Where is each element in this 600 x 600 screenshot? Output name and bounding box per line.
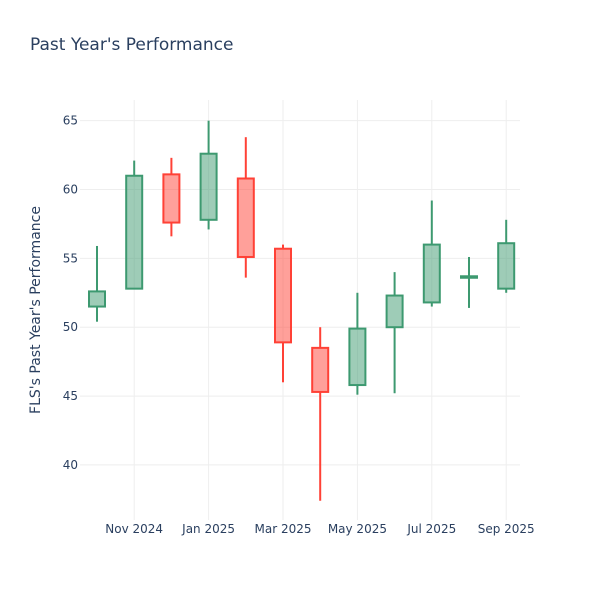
x-tick-label: May 2025 bbox=[328, 522, 387, 536]
y-axis-ticks: 40 45 50 55 60 65 bbox=[63, 114, 78, 472]
x-tick-label: Nov 2024 bbox=[105, 522, 163, 536]
candle bbox=[311, 327, 330, 501]
gridlines bbox=[80, 100, 520, 520]
y-axis-label: FLS's Past Year's Performance bbox=[28, 206, 44, 414]
x-tick-label: Mar 2025 bbox=[255, 522, 312, 536]
candle-body bbox=[162, 173, 181, 224]
chart-title: Past Year's Performance bbox=[30, 35, 234, 55]
candle-body bbox=[88, 290, 106, 308]
candle-body bbox=[422, 243, 441, 304]
candle bbox=[162, 157, 181, 237]
candle-body bbox=[460, 275, 478, 279]
candle-body bbox=[311, 346, 330, 393]
x-tick-label: Jul 2025 bbox=[406, 522, 456, 536]
candle-body bbox=[125, 174, 144, 290]
candle bbox=[497, 219, 516, 293]
candle bbox=[385, 272, 404, 394]
candle bbox=[460, 256, 478, 308]
candle-body bbox=[236, 177, 255, 258]
candle bbox=[88, 245, 106, 322]
x-tick-label: Jan 2025 bbox=[181, 522, 235, 536]
candle bbox=[236, 137, 255, 278]
y-tick-label: 55 bbox=[63, 251, 78, 265]
candle-body bbox=[385, 294, 404, 329]
x-axis-ticks: Nov 2024 Jan 2025 Mar 2025 May 2025 Jul 2025… bbox=[105, 522, 534, 536]
y-tick-label: 65 bbox=[63, 114, 78, 128]
candle bbox=[199, 120, 218, 230]
candle-body bbox=[348, 327, 367, 387]
candle bbox=[274, 244, 292, 383]
y-tick-label: 60 bbox=[63, 183, 78, 197]
candle-body bbox=[274, 247, 292, 344]
y-tick-label: 40 bbox=[63, 458, 78, 472]
candle bbox=[348, 292, 367, 395]
x-tick-label: Sep 2025 bbox=[478, 522, 535, 536]
candle-body bbox=[199, 152, 218, 221]
candles bbox=[88, 120, 516, 501]
candle bbox=[422, 200, 441, 307]
candle bbox=[125, 160, 144, 290]
candle-body bbox=[497, 242, 516, 290]
y-tick-label: 45 bbox=[63, 389, 78, 403]
y-tick-label: 50 bbox=[63, 320, 78, 334]
